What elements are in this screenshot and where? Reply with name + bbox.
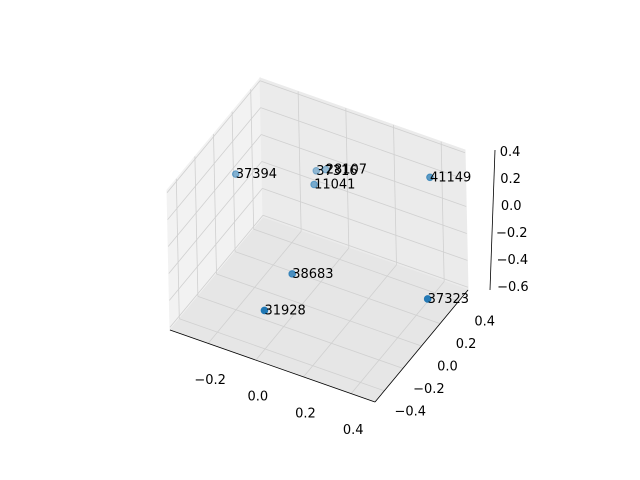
grid-line <box>166 80 261 193</box>
x-tick-label: 0.4 <box>343 423 364 438</box>
point-label: 38683 <box>292 267 333 282</box>
grid-line <box>179 318 385 392</box>
grid-line <box>175 178 180 319</box>
grid-line <box>250 89 255 230</box>
point <box>426 173 434 182</box>
y-tick-label: 0.2 <box>456 337 477 352</box>
x-tick-label: −0.2 <box>194 373 226 388</box>
point <box>321 165 330 174</box>
z-tick-label: −0.4 <box>497 253 529 268</box>
grid-line <box>297 91 302 232</box>
grid-line <box>440 141 445 282</box>
point <box>310 180 318 189</box>
y-tick-label: 0.4 <box>474 315 495 330</box>
point-label: 31928 <box>264 303 305 318</box>
x-tick-label: 0.2 <box>295 406 316 421</box>
grid-line <box>262 214 469 288</box>
grid-line <box>168 161 263 274</box>
z-tick-label: −0.2 <box>496 226 528 241</box>
point <box>288 270 297 278</box>
y-tick-label: −0.2 <box>413 382 445 397</box>
grid-line <box>216 273 422 347</box>
grid-line <box>393 124 397 265</box>
grid-line <box>260 107 466 180</box>
point <box>231 170 240 178</box>
z-tick-label: 0.0 <box>501 199 522 214</box>
point-label: 37316 <box>316 164 357 179</box>
z-tick-label: 0.2 <box>500 172 521 187</box>
grid-line <box>167 107 261 220</box>
grid-line <box>261 134 467 207</box>
grid-line <box>234 251 441 324</box>
x-axis <box>169 329 376 403</box>
z-tick-label: 0.4 <box>500 145 521 160</box>
grid-line <box>253 228 459 302</box>
point-label: 28107 <box>326 163 367 178</box>
y-tick-label: −0.4 <box>395 404 427 419</box>
z-tick-label: −0.6 <box>497 280 529 295</box>
grid-line <box>259 80 466 154</box>
grid-line <box>169 188 263 301</box>
point <box>312 166 321 175</box>
point-label: 11041 <box>314 177 355 192</box>
point-label: 37394 <box>236 167 277 182</box>
grid-line <box>231 111 236 252</box>
grid-line <box>213 133 217 275</box>
point <box>260 306 269 315</box>
grid-line <box>194 156 199 297</box>
y-axis <box>374 289 469 403</box>
grid-line <box>169 215 264 328</box>
y-tick-label: 0.0 <box>437 360 458 375</box>
x-tick-label: 0.0 <box>247 390 268 405</box>
grid-line <box>261 161 467 234</box>
point-label: 37323 <box>428 292 469 307</box>
grid-line <box>262 188 468 261</box>
grid-line <box>345 108 350 249</box>
point-label: 41149 <box>430 170 471 185</box>
grid-line <box>197 296 404 369</box>
grid-line <box>167 134 262 247</box>
z-axis <box>489 149 496 291</box>
point <box>423 295 432 303</box>
